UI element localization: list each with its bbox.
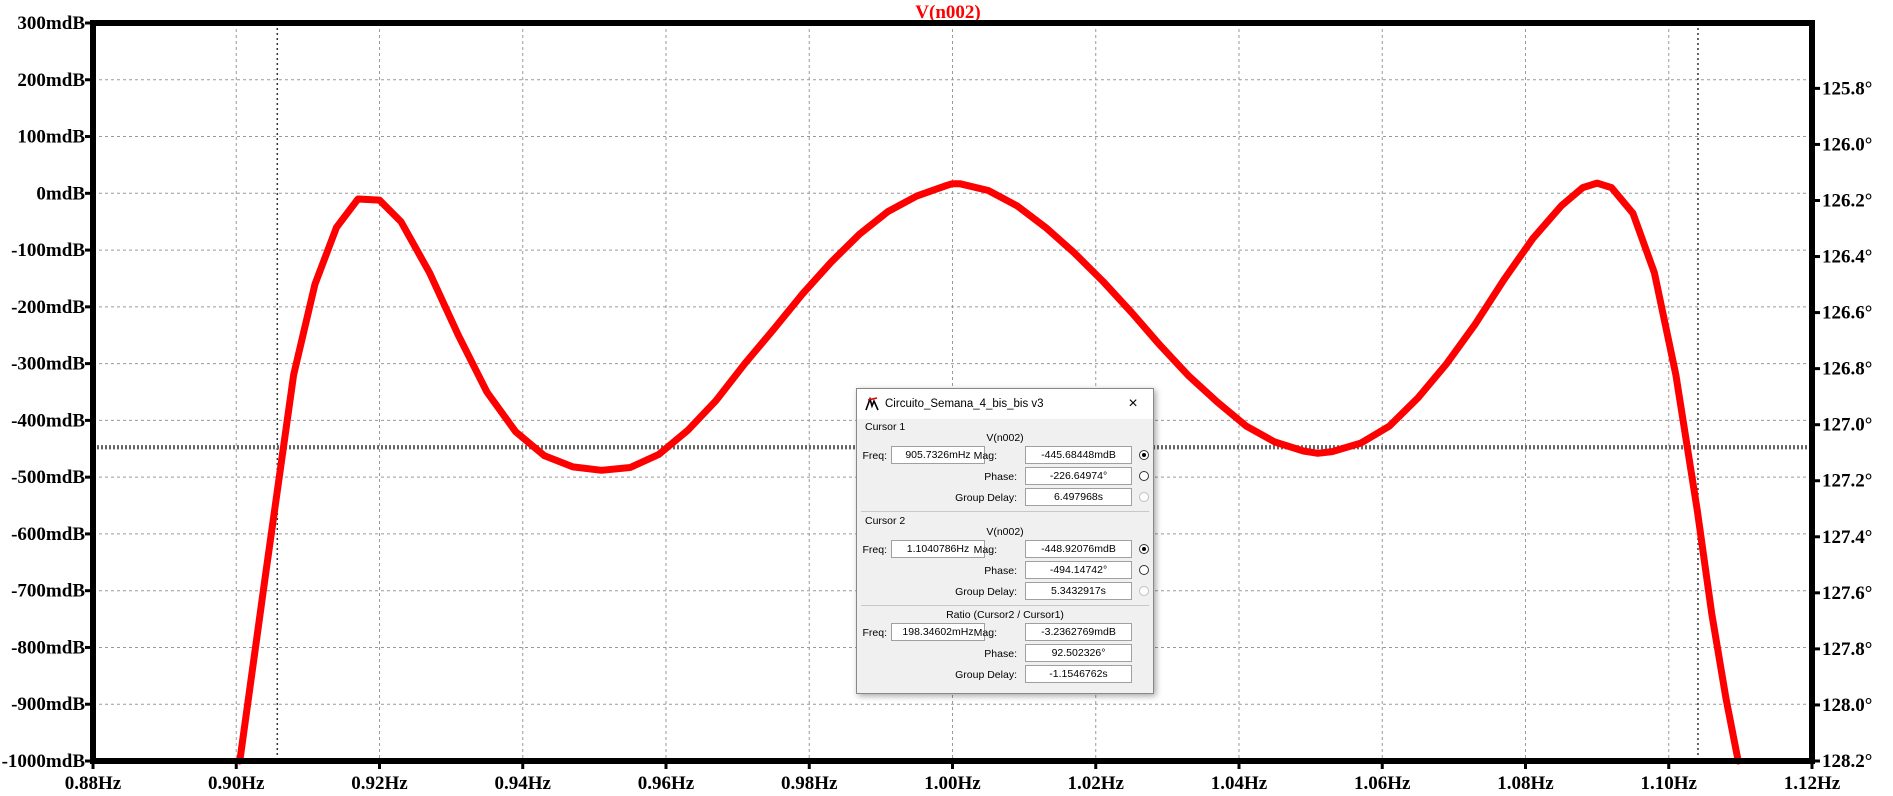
y2-tick-label: 127.2°: [1822, 471, 1872, 492]
x-tick-label: 0.94Hz: [495, 773, 552, 794]
y-tick-label: -400mdB: [11, 410, 85, 431]
cursor1-gd-radio[interactable]: [1139, 492, 1149, 502]
ratio-freq-field[interactable]: 198.34602mHz: [891, 623, 985, 641]
trace-title[interactable]: V(n002): [915, 2, 980, 23]
y-axis-ticks: 300mdB 200mdB 100mdB 0mdB -100mdB -200mdB -300…: [2, 13, 93, 772]
x-tick-label: 0.88Hz: [65, 773, 122, 794]
cursor1-phase-label: Phase:: [984, 471, 1017, 483]
y2-tick-label: 128.0°: [1822, 695, 1872, 716]
cursor2-mag-radio[interactable]: [1139, 544, 1149, 554]
y-tick-label: -700mdB: [11, 581, 85, 602]
y2-tick-label: 126.4°: [1822, 247, 1872, 268]
y2-tick-label: 125.8°: [1822, 78, 1872, 99]
ratio-gd-label: Group Delay:: [955, 669, 1017, 681]
dialog-titlebar[interactable]: Circuito_Semana_4_bis_bis v3 ×: [857, 389, 1153, 419]
cursor1-freq-label: Freq:: [862, 450, 887, 462]
y2-tick-label: 126.2°: [1822, 190, 1872, 211]
x-tick-label: 1.12Hz: [1784, 773, 1841, 794]
cursor1-mag-radio[interactable]: [1139, 450, 1149, 460]
y2-tick-label: 127.0°: [1822, 415, 1872, 436]
close-button[interactable]: ×: [1128, 395, 1138, 412]
cursor1-mag-label: Mag:: [973, 450, 997, 462]
cursor2-phase-radio[interactable]: [1139, 565, 1149, 575]
x-tick-label: 0.96Hz: [638, 773, 695, 794]
x-tick-label: 1.06Hz: [1354, 773, 1411, 794]
cursor1-gd-label: Group Delay:: [955, 492, 1017, 504]
y2-tick-label: 126.0°: [1822, 134, 1872, 155]
cursor2-phase-label: Phase:: [984, 565, 1017, 577]
y2-axis-ticks: 125.8° 126.0° 126.2° 126.4° 126.6° 126.8° 127.…: [1812, 78, 1872, 772]
cursor-dialog[interactable]: Circuito_Semana_4_bis_bis v3 × Cursor 1 …: [856, 388, 1154, 694]
ratio-mag-label: Mag:: [973, 627, 997, 639]
trace-line[interactable]: [236, 179, 1742, 765]
ratio-freq-label: Freq:: [862, 627, 887, 639]
trace-layer: [236, 179, 1742, 765]
x-tick-label: 1.00Hz: [924, 773, 981, 794]
ltspice-icon: [865, 397, 879, 411]
y2-tick-label: 127.6°: [1822, 583, 1872, 604]
x-axis-ticks: 0.88Hz 0.90Hz 0.92Hz 0.94Hz 0.96Hz 0.98Hz 1.00…: [65, 761, 1841, 794]
cursor1-mag-field[interactable]: -445.68448mdB: [1025, 446, 1132, 464]
cursor2-freq-field[interactable]: 1.1040786Hz: [891, 540, 985, 558]
cursor1-trace-label: V(n002): [986, 432, 1024, 444]
separator: [861, 605, 1149, 606]
cursor2-trace-label: V(n002): [986, 526, 1024, 538]
y-tick-label: 200mdB: [17, 70, 85, 91]
y-tick-label: -900mdB: [11, 694, 85, 715]
cursor1-group-label: Cursor 1: [865, 421, 906, 433]
ratio-phase-field[interactable]: 92.502326°: [1025, 644, 1132, 662]
ratio-group-label: Ratio (Cursor2 / Cursor1): [946, 609, 1064, 621]
cursor1-phase-field[interactable]: -226.64974°: [1025, 467, 1132, 485]
ratio-phase-label: Phase:: [984, 648, 1017, 660]
cursor2-freq-label: Freq:: [862, 544, 887, 556]
cursor2-phase-field[interactable]: -494.14742°: [1025, 561, 1132, 579]
ratio-gd-field[interactable]: -1.1546762s: [1025, 665, 1132, 683]
cursor2-mag-label: Mag:: [973, 544, 997, 556]
cursor2-group-label: Cursor 2: [865, 515, 906, 527]
y-tick-label: -100mdB: [11, 240, 85, 261]
x-tick-label: 1.04Hz: [1211, 773, 1268, 794]
y-tick-label: 300mdB: [17, 13, 85, 34]
x-tick-label: 0.98Hz: [781, 773, 838, 794]
y-tick-label: -600mdB: [11, 524, 85, 545]
y-tick-label: 0mdB: [36, 183, 85, 204]
y2-tick-label: 126.6°: [1822, 303, 1872, 324]
y2-tick-label: 128.2°: [1822, 751, 1872, 772]
separator: [861, 511, 1149, 512]
cursor2-gd-field[interactable]: 5.3432917s: [1025, 582, 1132, 600]
y-tick-label: -1000mdB: [2, 751, 86, 772]
y-tick-label: -800mdB: [11, 637, 85, 658]
y-tick-label: 100mdB: [17, 127, 85, 148]
dialog-title: Circuito_Semana_4_bis_bis v3: [885, 398, 1044, 410]
ratio-mag-field[interactable]: -3.2362769mdB: [1025, 623, 1132, 641]
x-tick-label: 1.10Hz: [1641, 773, 1698, 794]
cursor1-phase-radio[interactable]: [1139, 471, 1149, 481]
y2-tick-label: 126.8°: [1822, 359, 1872, 380]
y2-tick-label: 127.8°: [1822, 639, 1872, 660]
cursor-lines[interactable]: [93, 23, 1812, 761]
x-tick-label: 0.92Hz: [351, 773, 408, 794]
y2-tick-label: 127.4°: [1822, 527, 1872, 548]
cursor2-gd-radio[interactable]: [1139, 586, 1149, 596]
x-tick-label: 1.02Hz: [1068, 773, 1125, 794]
y-tick-label: -500mdB: [11, 467, 85, 488]
y-tick-label: -200mdB: [11, 297, 85, 318]
cursor1-freq-field[interactable]: 905.7326mHz: [891, 446, 985, 464]
x-tick-label: 0.90Hz: [208, 773, 265, 794]
cursor1-gd-field[interactable]: 6.497968s: [1025, 488, 1132, 506]
cursor2-gd-label: Group Delay:: [955, 586, 1017, 598]
cursor2-mag-field[interactable]: -448.92076mdB: [1025, 540, 1132, 558]
x-tick-label: 1.08Hz: [1497, 773, 1554, 794]
y-tick-label: -300mdB: [11, 354, 85, 375]
